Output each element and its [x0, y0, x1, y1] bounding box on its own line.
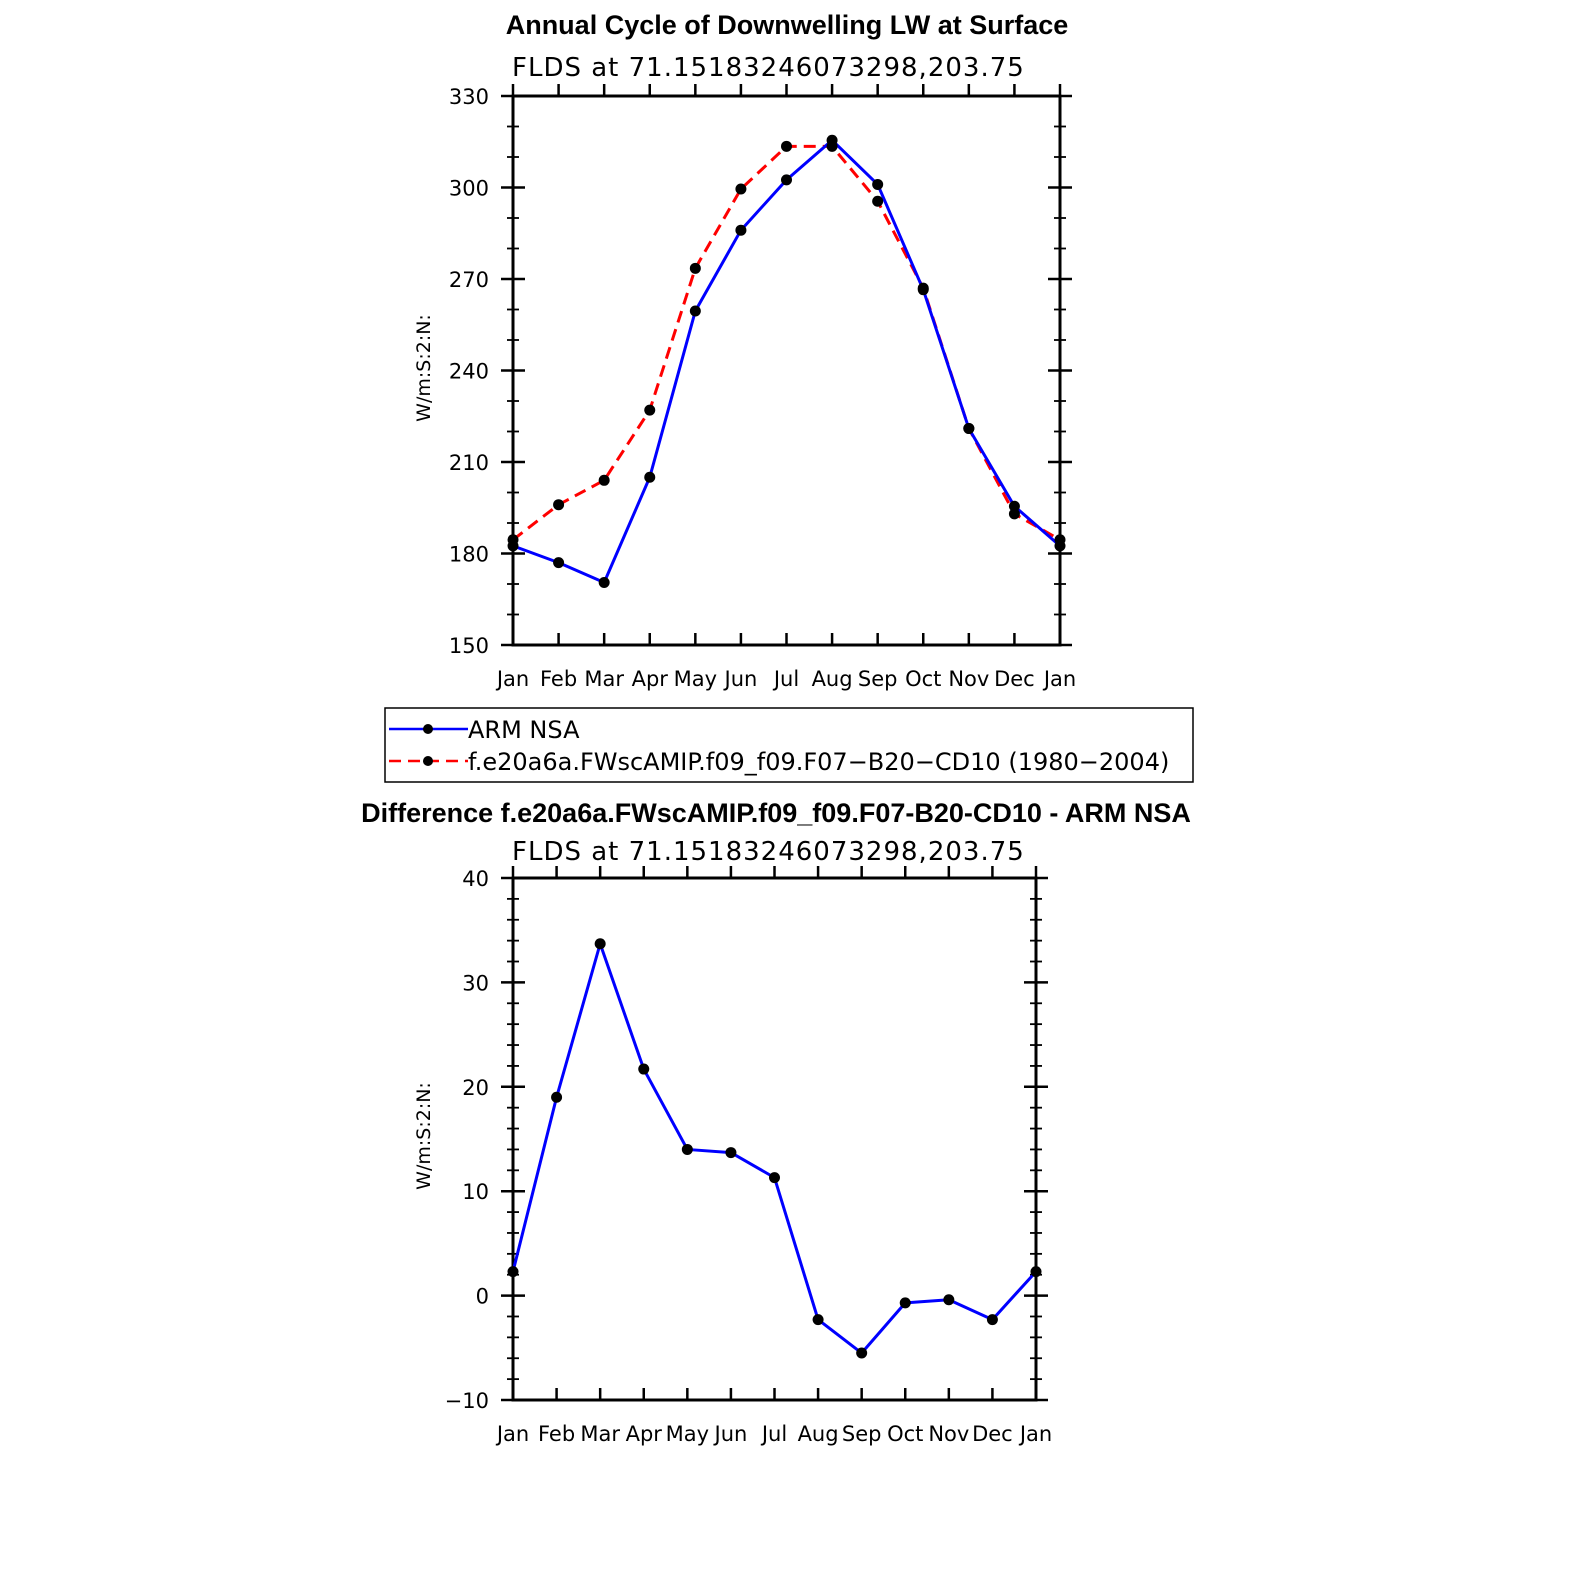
chart2-xtick-label: Jan: [495, 1422, 529, 1446]
chart2-axes: Jan Feb Mar Apr May Jun Jul Aug Sep Oct Nov Dec Jan−…: [445, 866, 1052, 1446]
annual-cycle-chart: Annual Cycle of Downwelling LW at Surfac…: [413, 10, 1076, 691]
chart1-ylabel: W/m:S:2:N:: [413, 314, 435, 422]
chart2-xtick-label: Aug: [798, 1422, 839, 1446]
chart1-point: [781, 174, 792, 186]
chart1-xtick-label: Jan: [1042, 667, 1076, 691]
chart2-ytick-label: 20: [462, 1076, 489, 1100]
legend-marker-model: [423, 756, 433, 766]
chart1-xtick-label: Aug: [812, 667, 853, 691]
chart2-ytick-label: 0: [476, 1285, 489, 1309]
chart1-xtick-label: Nov: [948, 667, 989, 691]
chart1-xtick-label: Jan: [495, 667, 529, 691]
chart1-xtick-label: Jun: [723, 667, 758, 691]
chart1-xtick-label: Feb: [540, 667, 577, 691]
chart1-ytick-label: 210: [449, 451, 489, 475]
legend-box: [384, 707, 1194, 783]
chart1-point: [826, 140, 838, 152]
chart2-xtick-label: Feb: [538, 1422, 575, 1446]
chart1-subtitle: FLDS at 71.15183246073298,203.75: [512, 53, 1025, 83]
chart1-point: [1008, 508, 1020, 520]
chart2-point: [899, 1297, 911, 1309]
chart2-point: [638, 1063, 650, 1075]
chart2-xtick-label: Nov: [928, 1422, 969, 1446]
chart2-point: [551, 1091, 563, 1103]
chart1-axes: Jan Feb Mar Apr May Jun Jul Aug Sep Oct Nov Dec Jan1…: [449, 84, 1076, 691]
chart1-title: Annual Cycle of Downwelling LW at Surfac…: [506, 10, 1069, 40]
chart2-xtick-label: Jan: [1018, 1422, 1052, 1446]
chart1-xtick-label: Oct: [905, 667, 941, 691]
chart2-xtick-label: Jul: [760, 1422, 787, 1446]
chart2-point: [594, 938, 606, 950]
chart1-xtick-label: May: [674, 667, 717, 691]
chart2-xtick-label: Oct: [887, 1422, 923, 1446]
chart1-point: [553, 499, 565, 511]
chart1-point: [507, 534, 519, 546]
chart1-point: [963, 422, 975, 434]
chart2-xtick-label: Jun: [713, 1422, 748, 1446]
chart1-point: [781, 140, 792, 152]
chart2-point: [681, 1143, 693, 1155]
chart1-ytick-label: 150: [449, 634, 489, 658]
chart2-ytick-label: 40: [462, 867, 489, 891]
chart1-point: [689, 262, 701, 274]
chart1-point: [644, 471, 656, 483]
chart1-xtick-label: Sep: [858, 667, 898, 691]
chart1-point: [689, 305, 701, 317]
chart2-point: [812, 1314, 824, 1326]
chart2-xtick-label: Sep: [842, 1422, 882, 1446]
chart1-point: [735, 224, 747, 236]
chart2-ytick-label: 30: [462, 971, 489, 995]
chart2-xtick-label: Apr: [626, 1422, 663, 1446]
chart1-ytick-label: 180: [449, 543, 489, 567]
chart1-point: [1054, 534, 1066, 546]
chart1-xtick-label: Dec: [994, 667, 1035, 691]
chart1-point: [1008, 500, 1020, 512]
legend-label-model: f.e20a6a.FWscAMIP.f09_f09.F07−B20−CD10 (…: [468, 748, 1169, 776]
chart1-ytick-label: 270: [449, 268, 489, 292]
chart2-series-line: [511, 942, 1038, 1355]
difference-chart: Difference f.e20a6a.FWscAMIP.f09_f09.F07…: [361, 798, 1191, 1446]
chart2-frame: [511, 876, 1038, 1402]
chart2-ylabel: W/m:S:2:N:: [413, 1082, 435, 1190]
chart2-ytick-label: 10: [462, 1180, 489, 1204]
chart2-xtick-label: Dec: [972, 1422, 1013, 1446]
chart1-point: [553, 557, 565, 569]
chart2-point: [943, 1294, 955, 1306]
chart1-ytick-label: 300: [449, 177, 489, 201]
chart1-ytick-label: 240: [449, 360, 489, 384]
chart1-xtick-label: Apr: [632, 667, 669, 691]
chart1-point: [598, 474, 610, 486]
chart1-series-line: [512, 138, 1061, 584]
chart2-point: [769, 1172, 780, 1184]
legend-label-arm: ARM NSA: [468, 716, 580, 744]
chart1-ytick-label: 330: [449, 85, 489, 109]
legend-marker-arm: [423, 724, 433, 734]
chart2-series: [507, 938, 1042, 1359]
chart1-point: [598, 576, 610, 588]
chart2-xtick-label: Mar: [580, 1422, 620, 1446]
chart1-point: [872, 195, 884, 207]
chart2-point: [507, 1266, 519, 1278]
chart2-point: [1030, 1266, 1042, 1278]
chart1-xtick-label: Mar: [584, 667, 624, 691]
chart2-subtitle: FLDS at 71.15183246073298,203.75: [512, 837, 1025, 867]
chart1-point: [872, 178, 884, 190]
chart2-point: [986, 1314, 998, 1326]
chart1-point: [735, 183, 747, 195]
chart1-series: [507, 134, 1066, 588]
chart2-ytick-label: −10: [445, 1389, 489, 1413]
chart1-xtick-label: Jul: [772, 667, 799, 691]
legend: ARM NSA f.e20a6a.FWscAMIP.f09_f09.F07−B2…: [384, 707, 1194, 783]
chart1-point: [644, 404, 656, 416]
chart1-point: [917, 282, 929, 294]
chart1-series-line: [512, 144, 1061, 542]
chart2-xtick-label: May: [666, 1422, 709, 1446]
chart2-point: [725, 1147, 737, 1159]
chart2-title: Difference f.e20a6a.FWscAMIP.f09_f09.F07…: [361, 798, 1191, 828]
chart2-point: [856, 1347, 868, 1359]
